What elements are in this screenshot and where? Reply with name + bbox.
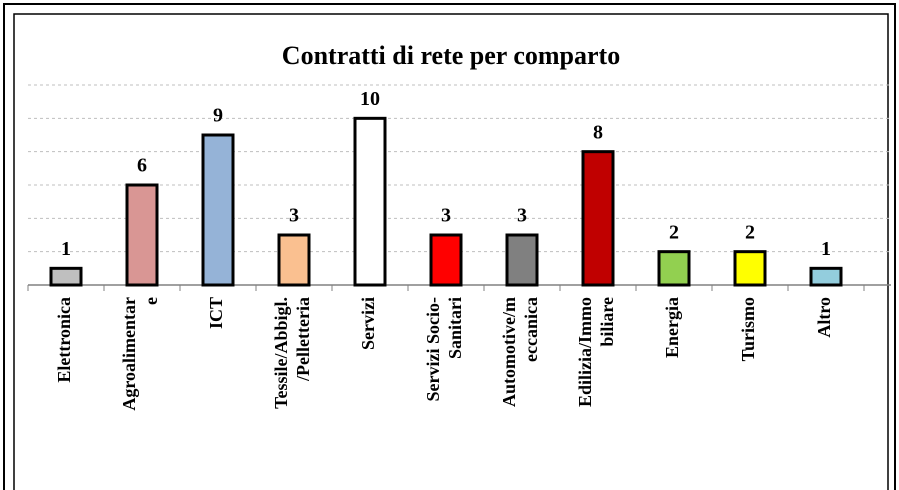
data-label: 6 <box>137 155 147 177</box>
x-tick-label: Elettronica <box>54 297 74 383</box>
inner-frame <box>13 13 889 490</box>
x-tick-label: Tessile/Abbigl./Pelletteria <box>271 297 313 409</box>
x-tick-label: Edilizia/Immo biliare <box>575 297 617 407</box>
x-tick-label: Agroalimentar e <box>119 297 161 411</box>
x-tick-label: Turismo <box>738 297 758 361</box>
bar <box>809 266 843 287</box>
x-tick-label: Servizi Socio- Sanitari <box>423 297 465 401</box>
bar <box>277 233 311 287</box>
x-tick-label: ICT <box>206 297 226 329</box>
data-label: 2 <box>669 221 679 243</box>
data-label: 1 <box>61 238 71 260</box>
data-label: 1 <box>821 238 831 260</box>
chart-title: Contratti di rete per comparto <box>282 41 620 70</box>
x-tick-label: Automotive/m eccanica <box>499 297 541 407</box>
bar <box>657 250 691 287</box>
data-label: 2 <box>745 221 755 243</box>
data-label: 10 <box>360 88 380 110</box>
bar <box>581 150 615 287</box>
bar <box>201 133 235 287</box>
bar <box>733 250 767 287</box>
frame <box>3 3 896 490</box>
data-label: 3 <box>441 205 451 227</box>
x-tick-label: Energia <box>662 297 682 358</box>
x-tick-label: Servizi <box>358 297 378 350</box>
bar <box>353 116 387 287</box>
data-label: 3 <box>517 205 527 227</box>
x-tick-label: Altro <box>814 297 834 338</box>
data-label: 9 <box>213 105 223 127</box>
bar <box>125 183 159 287</box>
data-label: 8 <box>593 121 603 143</box>
data-label: 3 <box>289 205 299 227</box>
bar <box>429 233 463 287</box>
bar <box>505 233 539 287</box>
bar <box>49 266 83 287</box>
